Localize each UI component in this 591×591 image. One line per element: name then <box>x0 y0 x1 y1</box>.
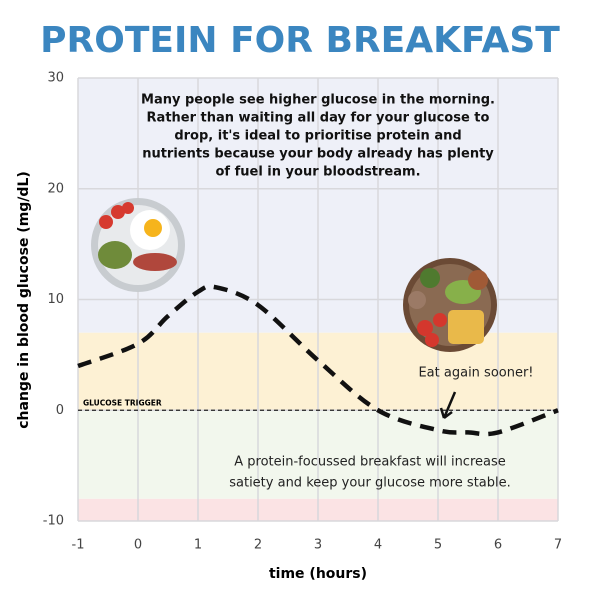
x-tick-label: 1 <box>194 538 202 553</box>
breakfast-plate <box>403 258 497 352</box>
annotation: Many people see higher glucose in the mo… <box>141 93 495 108</box>
annotation: of fuel in your bloodstream. <box>215 165 420 180</box>
x-tick-label: 7 <box>554 538 562 553</box>
y-tick-label: 10 <box>47 292 64 307</box>
y-tick-label: 20 <box>47 181 64 196</box>
y-tick-label: 30 <box>47 71 64 86</box>
annotation: drop, it's ideal to prioritise protein a… <box>174 129 461 144</box>
reference-label: GLUCOSE TRIGGER <box>83 398 162 407</box>
x-tick-label: 4 <box>374 538 382 553</box>
annotation: A protein-focussed breakfast will increa… <box>234 455 506 470</box>
glucose-line <box>77 284 559 437</box>
chart-title: PROTEIN FOR BREAKFAST <box>40 20 560 61</box>
annotation: Eat again sooner! <box>418 366 533 381</box>
x-tick-label: 2 <box>254 538 262 553</box>
annotation: nutrients because your body already has … <box>142 147 494 162</box>
grid <box>77 77 559 522</box>
x-tick-label: 3 <box>314 538 322 553</box>
x-tick-label: 6 <box>494 538 502 553</box>
annotation: Rather than waiting all day for your glu… <box>147 111 490 126</box>
plot: GLUCOSE TRIGGER <box>77 284 559 437</box>
breakfast-plate <box>91 198 185 292</box>
x-tick-label: -1 <box>72 538 85 553</box>
x-axis-label: time (hours) <box>269 566 367 582</box>
arrow <box>439 391 457 419</box>
annotation: satiety and keep your glucose more stabl… <box>229 476 511 491</box>
y-tick-label: 0 <box>56 403 64 418</box>
x-tick-label: 5 <box>434 538 442 553</box>
y-axis-label: change in blood glucose (mg/dL) <box>16 171 32 429</box>
x-tick-label: 0 <box>134 538 142 553</box>
y-tick-label: -10 <box>43 514 64 529</box>
